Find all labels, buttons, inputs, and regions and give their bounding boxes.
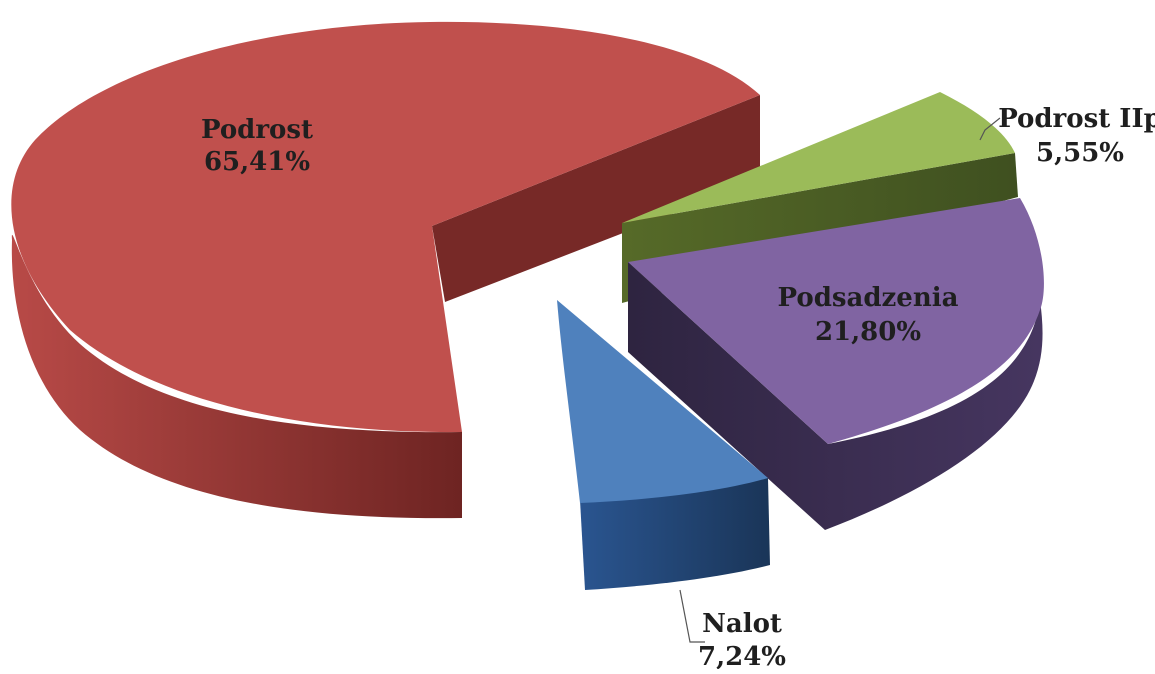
label-podrost-iip-value: 5,55%	[1036, 138, 1124, 168]
slice-podsadzenia-top	[628, 198, 1044, 444]
label-podrost: Podrost 65,41%	[201, 115, 313, 177]
label-podrost-iip-name: Podrost IIp	[998, 104, 1155, 134]
label-podsadzenia-value: 21,80%	[815, 317, 921, 347]
label-nalot-value: 7,24%	[698, 642, 786, 669]
slice-podsadzenia-side	[628, 262, 1043, 530]
label-podrost-name: Podrost	[201, 115, 313, 145]
slice-nalot	[557, 300, 770, 590]
slice-podrost-side	[11, 234, 463, 519]
slice-podrost-inner-side	[432, 95, 760, 302]
slice-podrost	[11, 21, 760, 519]
slice-nalot-top	[557, 300, 768, 503]
label-podsadzenia-name: Podsadzenia	[778, 283, 959, 313]
slice-podrost-iip-top	[622, 92, 1015, 223]
label-podsadzenia: Podsadzenia 21,80%	[778, 283, 959, 347]
slice-nalot-side	[580, 478, 770, 590]
slice-podsadzenia	[628, 198, 1044, 530]
label-podrost-iip: Podrost IIp 5,55%	[998, 104, 1155, 168]
leader-line-podrost-iip	[979, 117, 1001, 141]
slice-podrost-top	[11, 21, 760, 433]
label-nalot-name: Nalot	[702, 609, 782, 639]
label-nalot: Nalot 7,24%	[698, 609, 786, 672]
label-podrost-value: 65,41%	[204, 147, 310, 177]
leader-line-nalot	[679, 589, 705, 643]
